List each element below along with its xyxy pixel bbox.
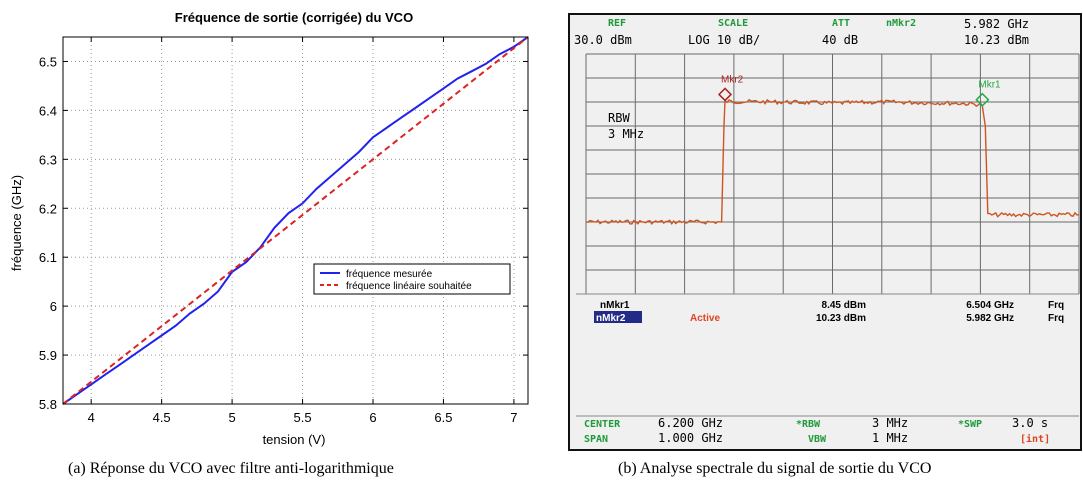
marker2-diamond: [717, 87, 733, 102]
marker-level: 10.23 dBm: [964, 33, 1029, 47]
marker-row-unit: Frq: [1048, 300, 1064, 311]
series-line: [62, 36, 529, 405]
vco-response-chart: Fréquence de sortie (corrigée) du VCO te…: [9, 10, 529, 447]
ref-value: 30.0 dBm: [574, 33, 632, 47]
marker-table: nMkr1 8.45 dBm 6.504 GHz Frq nMkr2 Active 10.2…: [594, 300, 1064, 324]
x-tick-label: 6: [369, 410, 376, 425]
y-tick-label: 6.4: [39, 103, 57, 118]
chart-ticks: 4 4.5 5 5.5 6 6.5 7 5.8 5.9 6 6.1 6.2 6.3 6.4 6.5: [39, 37, 528, 425]
center-label: CENTER: [584, 419, 621, 430]
rbw-value: 3 MHz: [608, 127, 644, 141]
caption-right: (b) Analyse spectrale du signal de sorti…: [618, 460, 932, 477]
span-value: 1.000 GHz: [658, 431, 723, 445]
y-tick-label: 6.1: [39, 250, 57, 265]
marker1-label: Mkr1: [978, 80, 1001, 91]
y-tick-label: 6: [50, 299, 57, 314]
y-tick-label: 6.3: [39, 152, 57, 167]
marker2-label: Mkr2: [721, 74, 744, 85]
scale-value: LOG 10 dB/: [688, 33, 760, 47]
marker1-diamond: [975, 92, 990, 107]
att-value: 40 dB: [822, 33, 858, 47]
marker-row-unit: Frq: [1048, 313, 1064, 324]
plot-frame: [62, 36, 529, 405]
att-label: ATT: [832, 18, 850, 29]
int-label: [int]: [1020, 433, 1050, 445]
rbw-footer-value: 3 MHz: [872, 416, 908, 430]
scale-label: SCALE: [718, 18, 748, 29]
y-axis-label: fréquence (GHz): [9, 175, 24, 271]
spectrum-analyzer-screen: REF 30.0 dBm SCALE LOG 10 dB/ ATT 40 dB …: [568, 13, 1082, 451]
ref-label: REF: [608, 18, 626, 29]
x-axis-label: tension (V): [263, 432, 326, 447]
y-tick-label: 5.8: [39, 397, 57, 412]
vco-response-figure: Fréquence de sortie (corrigée) du VCO te…: [0, 0, 540, 492]
screen-bezel: [568, 13, 1082, 451]
marker-row-frequency: 6.504 GHz: [966, 300, 1014, 311]
caption-left: (a) Réponse du VCO avec filtre anti-loga…: [68, 460, 394, 477]
legend-label: fréquence mesurée: [346, 269, 433, 280]
marker-row-name: nMkr1: [600, 300, 630, 311]
x-tick-label: 6.5: [434, 410, 452, 425]
x-tick-label: 7: [510, 410, 517, 425]
spectrum-trace: [585, 98, 1080, 226]
marker-label: nMkr2: [886, 18, 916, 29]
x-tick-label: 5: [228, 410, 235, 425]
rbw-footer-label: *RBW: [796, 419, 821, 430]
x-tick-label: 4: [88, 410, 95, 425]
vbw-label: VBW: [808, 434, 827, 445]
legend-box: [313, 263, 511, 295]
y-tick-label: 6.5: [39, 54, 57, 69]
spectrum-analyzer-figure: REF 30.0 dBm SCALE LOG 10 dB/ ATT 40 dB …: [560, 0, 1083, 492]
marker-row-level: 10.23 dBm: [816, 313, 866, 324]
marker-frequency: 5.982 GHz: [964, 17, 1029, 31]
rbw-label: RBW: [608, 111, 630, 125]
sweep-label: *SWP: [958, 419, 982, 430]
marker-row-name: nMkr2: [596, 313, 626, 324]
spectrum-grid: [585, 53, 1080, 295]
y-tick-label: 5.9: [39, 348, 57, 363]
y-tick-label: 6.2: [39, 201, 57, 216]
series-line: [62, 36, 529, 405]
spectrum-trace-line: [585, 98, 1080, 226]
marker-row-state: Active: [690, 313, 720, 324]
center-value: 6.200 GHz: [658, 416, 723, 430]
sweep-value: 3.0 s: [1012, 416, 1048, 430]
marker-row-frequency: 5.982 GHz: [966, 313, 1014, 324]
x-tick-label: 4.5: [153, 410, 171, 425]
active-marker-highlight: [594, 311, 642, 323]
marker-row-level: 8.45 dBm: [822, 300, 867, 311]
spectrum-markers: Mkr2 Mkr1: [717, 74, 1001, 107]
vbw-value: 1 MHz: [872, 431, 908, 445]
x-tick-label: 5.5: [294, 410, 312, 425]
legend-label: fréquence linéaire souhaitée: [346, 281, 472, 292]
chart-series: [62, 36, 529, 405]
span-label: SPAN: [584, 434, 608, 445]
chart-title: Fréquence de sortie (corrigée) du VCO: [175, 10, 413, 25]
